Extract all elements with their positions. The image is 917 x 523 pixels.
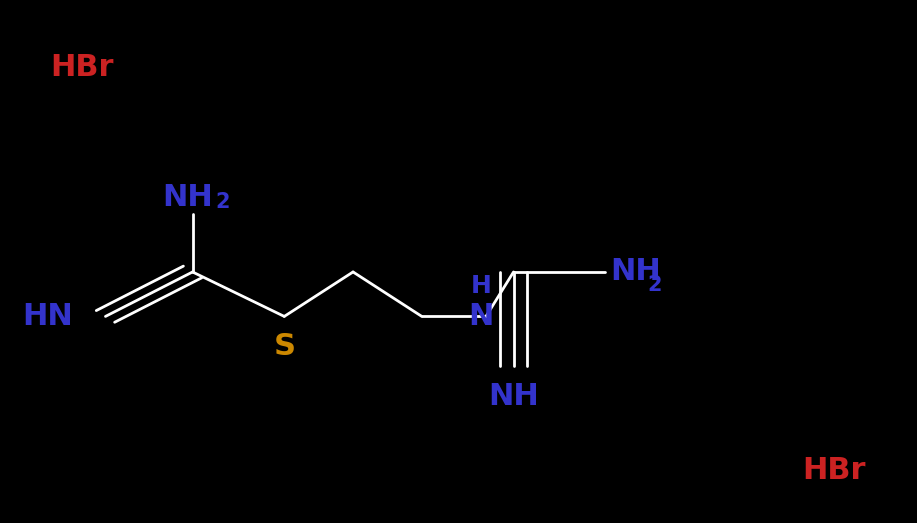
Text: N: N <box>469 302 494 331</box>
Text: HBr: HBr <box>50 53 114 83</box>
Text: HN: HN <box>23 302 73 331</box>
Text: HBr: HBr <box>802 456 866 485</box>
Text: 2: 2 <box>647 275 662 295</box>
Text: NH: NH <box>610 257 660 287</box>
Text: H: H <box>471 274 492 298</box>
Text: NH: NH <box>162 183 214 212</box>
Text: NH: NH <box>488 382 539 411</box>
Text: S: S <box>273 332 295 361</box>
Text: 2: 2 <box>215 192 230 212</box>
